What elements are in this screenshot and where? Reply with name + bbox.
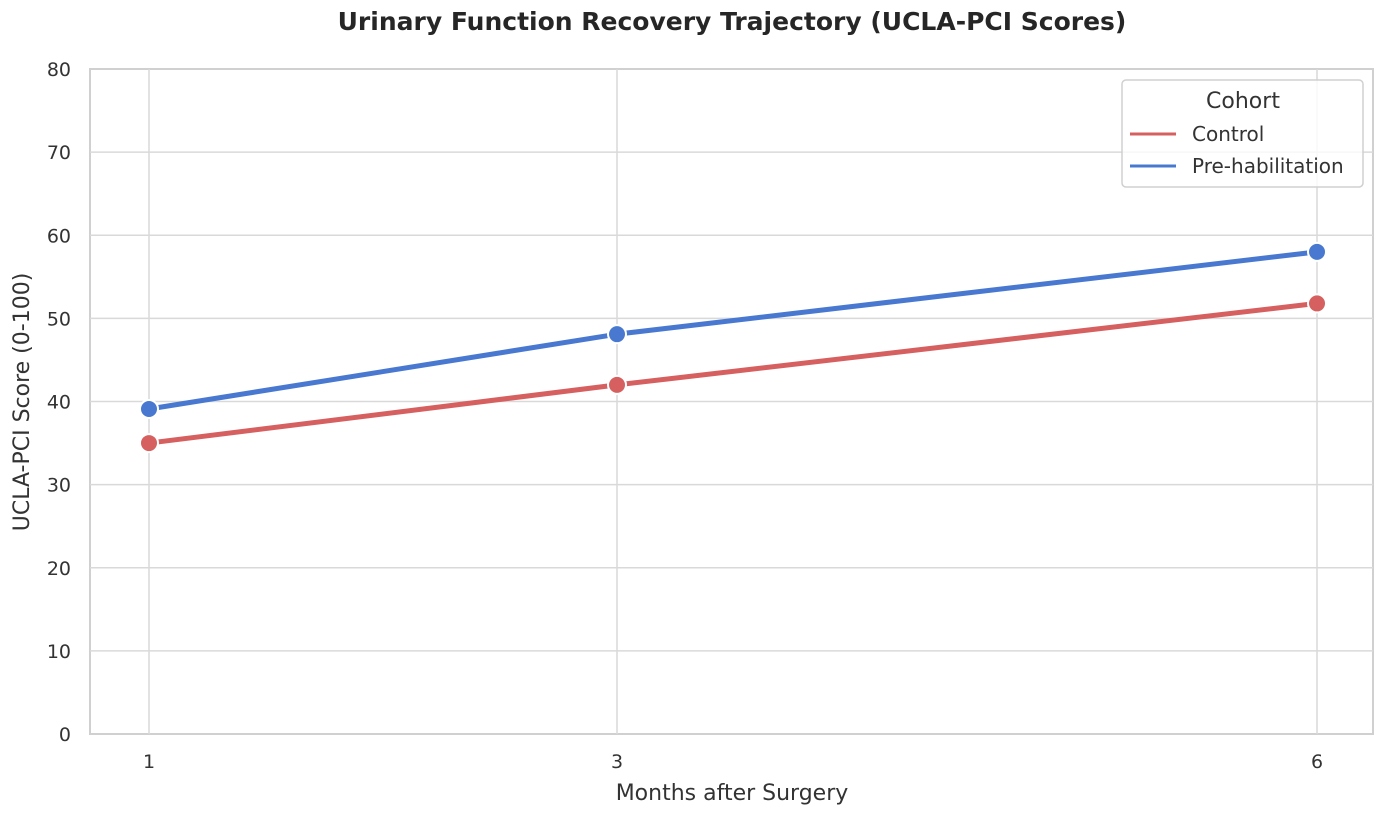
y-tick-label: 30 [47, 475, 71, 497]
series-point-0 [607, 374, 627, 395]
x-tick-label: 3 [611, 751, 623, 773]
legend: Cohort Control Pre-habilitation [1121, 79, 1364, 188]
legend-title: Cohort [1206, 89, 1280, 114]
legend-box [1121, 79, 1364, 188]
y-tick-label: 20 [47, 558, 71, 580]
legend-label: Pre-habilitation [1192, 154, 1344, 178]
y-tick-label: 0 [59, 724, 71, 746]
y-tick-labels: 0 10 20 30 40 50 60 70 80 [47, 59, 71, 746]
chart-title: Urinary Function Recovery Trajectory (UC… [338, 7, 1127, 36]
series-point-1 [1307, 241, 1327, 262]
series-point-0 [1307, 293, 1327, 314]
x-tick-labels: 1 3 6 [143, 751, 1323, 773]
y-tick-label: 50 [47, 308, 71, 330]
y-tick-label: 10 [47, 641, 71, 663]
y-tick-label: 40 [47, 392, 71, 414]
y-tick-label: 60 [47, 225, 71, 247]
x-axis-label: Months after Surgery [616, 781, 849, 806]
x-tick-label: 6 [1311, 751, 1323, 773]
series-point-0 [139, 433, 159, 454]
legend-items: Control Pre-habilitation [1130, 122, 1344, 178]
legend-label: Control [1192, 122, 1264, 146]
series-layer [139, 241, 1327, 454]
y-axis-label: UCLA-PCI Score (0-100) [10, 273, 35, 532]
y-tick-label: 70 [47, 142, 71, 164]
y-tick-label: 80 [47, 59, 71, 81]
series-point-1 [139, 398, 159, 419]
series-point-1 [607, 324, 627, 345]
x-tick-label: 1 [143, 751, 155, 773]
